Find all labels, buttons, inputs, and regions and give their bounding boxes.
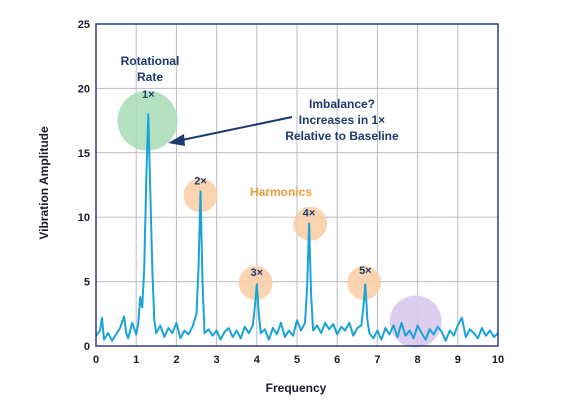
peak-label-1x: 1×	[142, 89, 155, 101]
imbalance-annotation: Imbalance? Increases in 1× Relative to B…	[285, 97, 399, 143]
x-axis-label: Frequency	[266, 381, 327, 395]
harmonics-label: Harmonics	[250, 185, 312, 199]
x-tick-10: 10	[492, 354, 504, 366]
y-axis-label: Vibration Amplitude	[37, 126, 51, 240]
harmonic-4x-highlight	[293, 206, 328, 241]
axes	[95, 23, 499, 347]
x-tick-3: 3	[214, 354, 220, 366]
peak-label-5x: 5×	[359, 265, 372, 277]
region-8-highlight	[389, 295, 442, 348]
x-tick-1: 1	[133, 354, 139, 366]
x-tick-labels: 0 1 2 3 4 5 6 7 8 9 10	[93, 354, 504, 366]
imbalance-line3: Relative to Baseline	[285, 129, 399, 143]
peak-labels: 1× 2× 3× 4× 5×	[142, 89, 372, 279]
x-tick-2: 2	[173, 354, 179, 366]
y-tick-0: 0	[84, 341, 90, 353]
y-tick-15: 15	[78, 148, 90, 160]
rotational-rate-annotation: Rotational Rate	[121, 54, 180, 84]
peak-label-4x: 4×	[303, 208, 316, 220]
y-tick-20: 20	[78, 83, 90, 95]
imbalance-line2: Increases in 1×	[299, 113, 385, 127]
x-tick-8: 8	[415, 354, 421, 366]
arrow-shaft	[181, 116, 293, 141]
y-tick-10: 10	[78, 212, 90, 224]
x-tick-9: 9	[455, 354, 461, 366]
y-tick-5: 5	[84, 277, 90, 289]
rotational-rate-line2: Rate	[137, 70, 163, 84]
x-tick-4: 4	[254, 354, 261, 366]
plot-frame	[95, 23, 499, 347]
peak-label-3x: 3×	[251, 267, 264, 279]
harmonic-3x-highlight	[238, 265, 273, 300]
arrow-head	[168, 134, 185, 146]
x-tick-0: 0	[93, 354, 99, 366]
series-line	[95, 113, 499, 342]
peak-label-2x: 2×	[194, 175, 207, 187]
x-tick-6: 6	[334, 354, 340, 366]
rotational-rate-line1: Rotational	[121, 54, 180, 68]
x-tick-5: 5	[294, 354, 300, 366]
harmonic-5x-highlight	[347, 265, 382, 300]
imbalance-arrow	[168, 116, 293, 146]
x-tick-7: 7	[374, 354, 380, 366]
y-tick-25: 25	[78, 19, 90, 31]
imbalance-line1: Imbalance?	[309, 97, 375, 111]
y-tick-labels: 0 5 10 15 20 25	[78, 19, 90, 353]
